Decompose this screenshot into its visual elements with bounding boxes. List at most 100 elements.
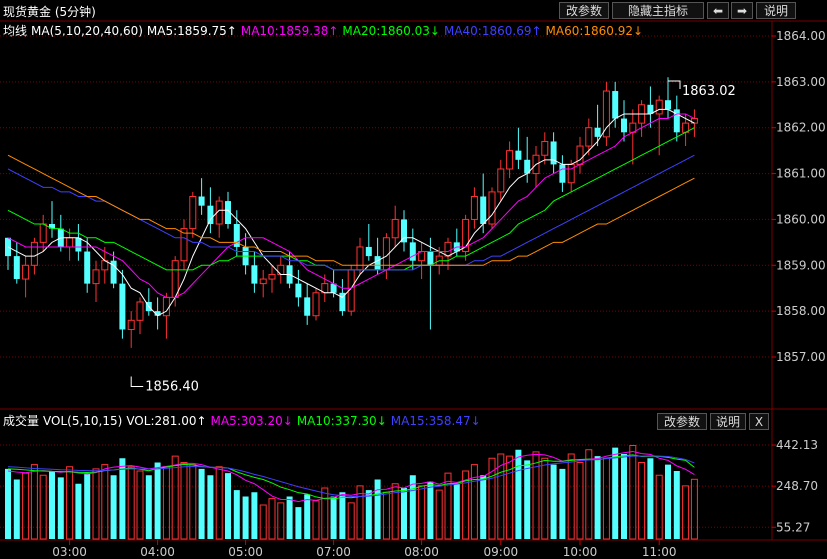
volume-bar (295, 507, 302, 539)
candle-body (198, 196, 205, 206)
vol-help-button[interactable]: 说明 (710, 413, 746, 430)
arrow-right-icon[interactable]: ➡ (731, 2, 753, 19)
candle-body (647, 104, 654, 114)
volume-bar (145, 475, 152, 539)
candle-body (602, 90, 610, 138)
volume-bar (682, 485, 690, 540)
candle-body (39, 223, 47, 243)
low-label: 1856.40 (145, 380, 199, 395)
volume-bar (251, 492, 258, 539)
candle-body (295, 283, 302, 298)
candle-body (655, 99, 663, 115)
arrow-left-icon[interactable]: ⬅ (707, 2, 729, 19)
volume-bar (286, 496, 293, 539)
ma-legend-params: MA(5,10,20,40,60) (31, 24, 143, 38)
candle-body (180, 228, 188, 262)
volume-tick-label: 248.70 (776, 479, 818, 493)
time-tick-label: 07:00 (316, 545, 351, 559)
candle-body (207, 205, 214, 225)
close-icon[interactable]: X (749, 413, 769, 430)
top-bar: 现货黄金 (5分钟) 改参数 隐藏主指标 ⬅ ➡ 说明 (0, 0, 827, 21)
volume-bar (84, 473, 91, 539)
help-button[interactable]: 说明 (756, 2, 796, 19)
volume-bar (268, 498, 276, 540)
volume-bar (225, 473, 231, 539)
chart-title: 现货黄金 (5分钟) (3, 5, 96, 19)
volume-bar (418, 485, 426, 540)
ma-legend-label: 均线 (3, 24, 28, 38)
time-tick-label: 04:00 (140, 545, 175, 559)
volume-bar (567, 453, 575, 540)
candle-body (612, 91, 619, 119)
volume-bar (330, 496, 337, 539)
candle-body (401, 219, 407, 243)
volume-bar (506, 455, 514, 540)
candle-body (621, 118, 627, 133)
volume-bar (541, 457, 549, 540)
ma10-line (7, 113, 695, 298)
volume-bar (347, 502, 355, 540)
candle-body (462, 218, 470, 253)
candle-body (162, 296, 170, 317)
vol-legend-params: VOL(5,10,15) (43, 414, 123, 428)
candle-body (365, 246, 372, 257)
volume-bar (576, 462, 584, 540)
volume-bar (321, 487, 329, 540)
candle-body (550, 141, 557, 165)
price-tick-label: 1859.00 (776, 258, 826, 272)
candle-body (524, 159, 531, 174)
volume-bar (612, 447, 619, 539)
volume-bar (162, 466, 170, 540)
volume-bar (401, 488, 407, 539)
candle-body (339, 292, 346, 312)
volume-tick-label: 55.27 (776, 520, 810, 534)
candle-body (66, 237, 74, 248)
candle-body (356, 246, 364, 271)
candle-body (75, 237, 82, 252)
ma5-legend: MA5:1859.75↑ (146, 24, 237, 38)
time-tick-label: 03:00 (52, 545, 87, 559)
vol-change-params-button[interactable]: 改参数 (657, 413, 707, 430)
volume-bar (110, 475, 117, 539)
hide-main-indicator-button[interactable]: 隐藏主指标 (612, 2, 704, 19)
volume-bar (189, 464, 197, 540)
volume-bar (382, 491, 390, 540)
volume-bar (233, 490, 240, 539)
price-tick-label: 1863.00 (776, 75, 826, 89)
volume-bar (462, 470, 470, 540)
ma-legend: 均线 MA(5,10,20,40,60) MA5:1859.75↑ MA10:1859… (3, 23, 647, 39)
candle-body (49, 224, 55, 229)
volume-bar (5, 468, 11, 539)
volume-bar (665, 464, 671, 539)
volume-bar (409, 475, 416, 539)
change-params-button[interactable]: 改参数 (559, 2, 609, 19)
candle-body (304, 297, 311, 316)
candle-body (127, 319, 135, 330)
vol-value-legend: VOL:281.00↑ (126, 414, 207, 428)
candle-body (225, 201, 231, 225)
price-tick-label: 1861.00 (776, 167, 826, 181)
candle-body (541, 140, 549, 156)
price-tick-label: 1858.00 (776, 304, 826, 318)
volume-bar (532, 451, 540, 540)
volume-bar (594, 456, 601, 539)
candle-body (506, 150, 514, 170)
volume-bar (470, 464, 478, 540)
candle-body (136, 301, 144, 321)
candle-body (30, 241, 38, 266)
volume-bar (391, 483, 399, 540)
volume-bar (198, 468, 205, 539)
price-tick-label: 1857.00 (776, 350, 826, 364)
candle-body (251, 265, 258, 284)
volume-bar (154, 462, 161, 539)
price-tick-label: 1862.00 (776, 121, 826, 135)
volume-bar (621, 454, 627, 539)
candle-body (427, 251, 434, 266)
time-tick-label: 09:00 (484, 545, 519, 559)
ma20-legend: MA20:1860.03↓ (342, 24, 440, 38)
volume-bar (365, 490, 372, 539)
time-tick-label: 10:00 (563, 545, 598, 559)
candle-body (312, 292, 320, 317)
candle-body (444, 241, 452, 257)
volume-bar (655, 474, 663, 540)
